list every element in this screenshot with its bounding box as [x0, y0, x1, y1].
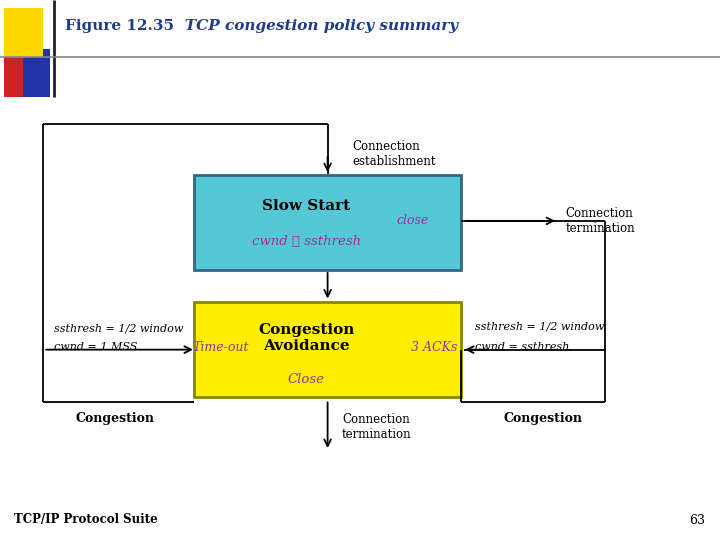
- Text: Congestion: Congestion: [76, 412, 155, 425]
- Text: Slow Start: Slow Start: [262, 199, 351, 213]
- Text: cwnd = ssthresh: cwnd = ssthresh: [475, 342, 570, 352]
- Text: ssthresh = 1/2 window: ssthresh = 1/2 window: [475, 322, 605, 332]
- Text: Congestion
Avoidance: Congestion Avoidance: [258, 323, 354, 353]
- Text: ssthresh = 1/2 window: ssthresh = 1/2 window: [54, 323, 184, 333]
- Text: 3 ACKs: 3 ACKs: [411, 341, 457, 354]
- Text: 63: 63: [690, 514, 706, 526]
- Text: Congestion: Congestion: [504, 412, 582, 425]
- Text: Time-out: Time-out: [193, 341, 249, 354]
- Bar: [4, 8, 43, 57]
- Bar: [23, 49, 50, 97]
- Text: close: close: [397, 214, 429, 227]
- Text: Close: Close: [288, 373, 325, 387]
- Text: Connection
establishment: Connection establishment: [353, 140, 436, 168]
- Text: cwnd ≧ ssthresh: cwnd ≧ ssthresh: [252, 235, 361, 248]
- Text: TCP/IP Protocol Suite: TCP/IP Protocol Suite: [14, 514, 158, 526]
- Bar: [194, 176, 461, 270]
- Text: TCP congestion policy summary: TCP congestion policy summary: [169, 19, 459, 33]
- Text: Connection
termination: Connection termination: [342, 413, 412, 441]
- Bar: [4, 57, 27, 97]
- Bar: [194, 302, 461, 397]
- Text: Connection
termination: Connection termination: [565, 207, 635, 235]
- Text: Figure 12.35: Figure 12.35: [65, 19, 174, 33]
- Text: cwnd = 1 MSS: cwnd = 1 MSS: [54, 342, 138, 352]
